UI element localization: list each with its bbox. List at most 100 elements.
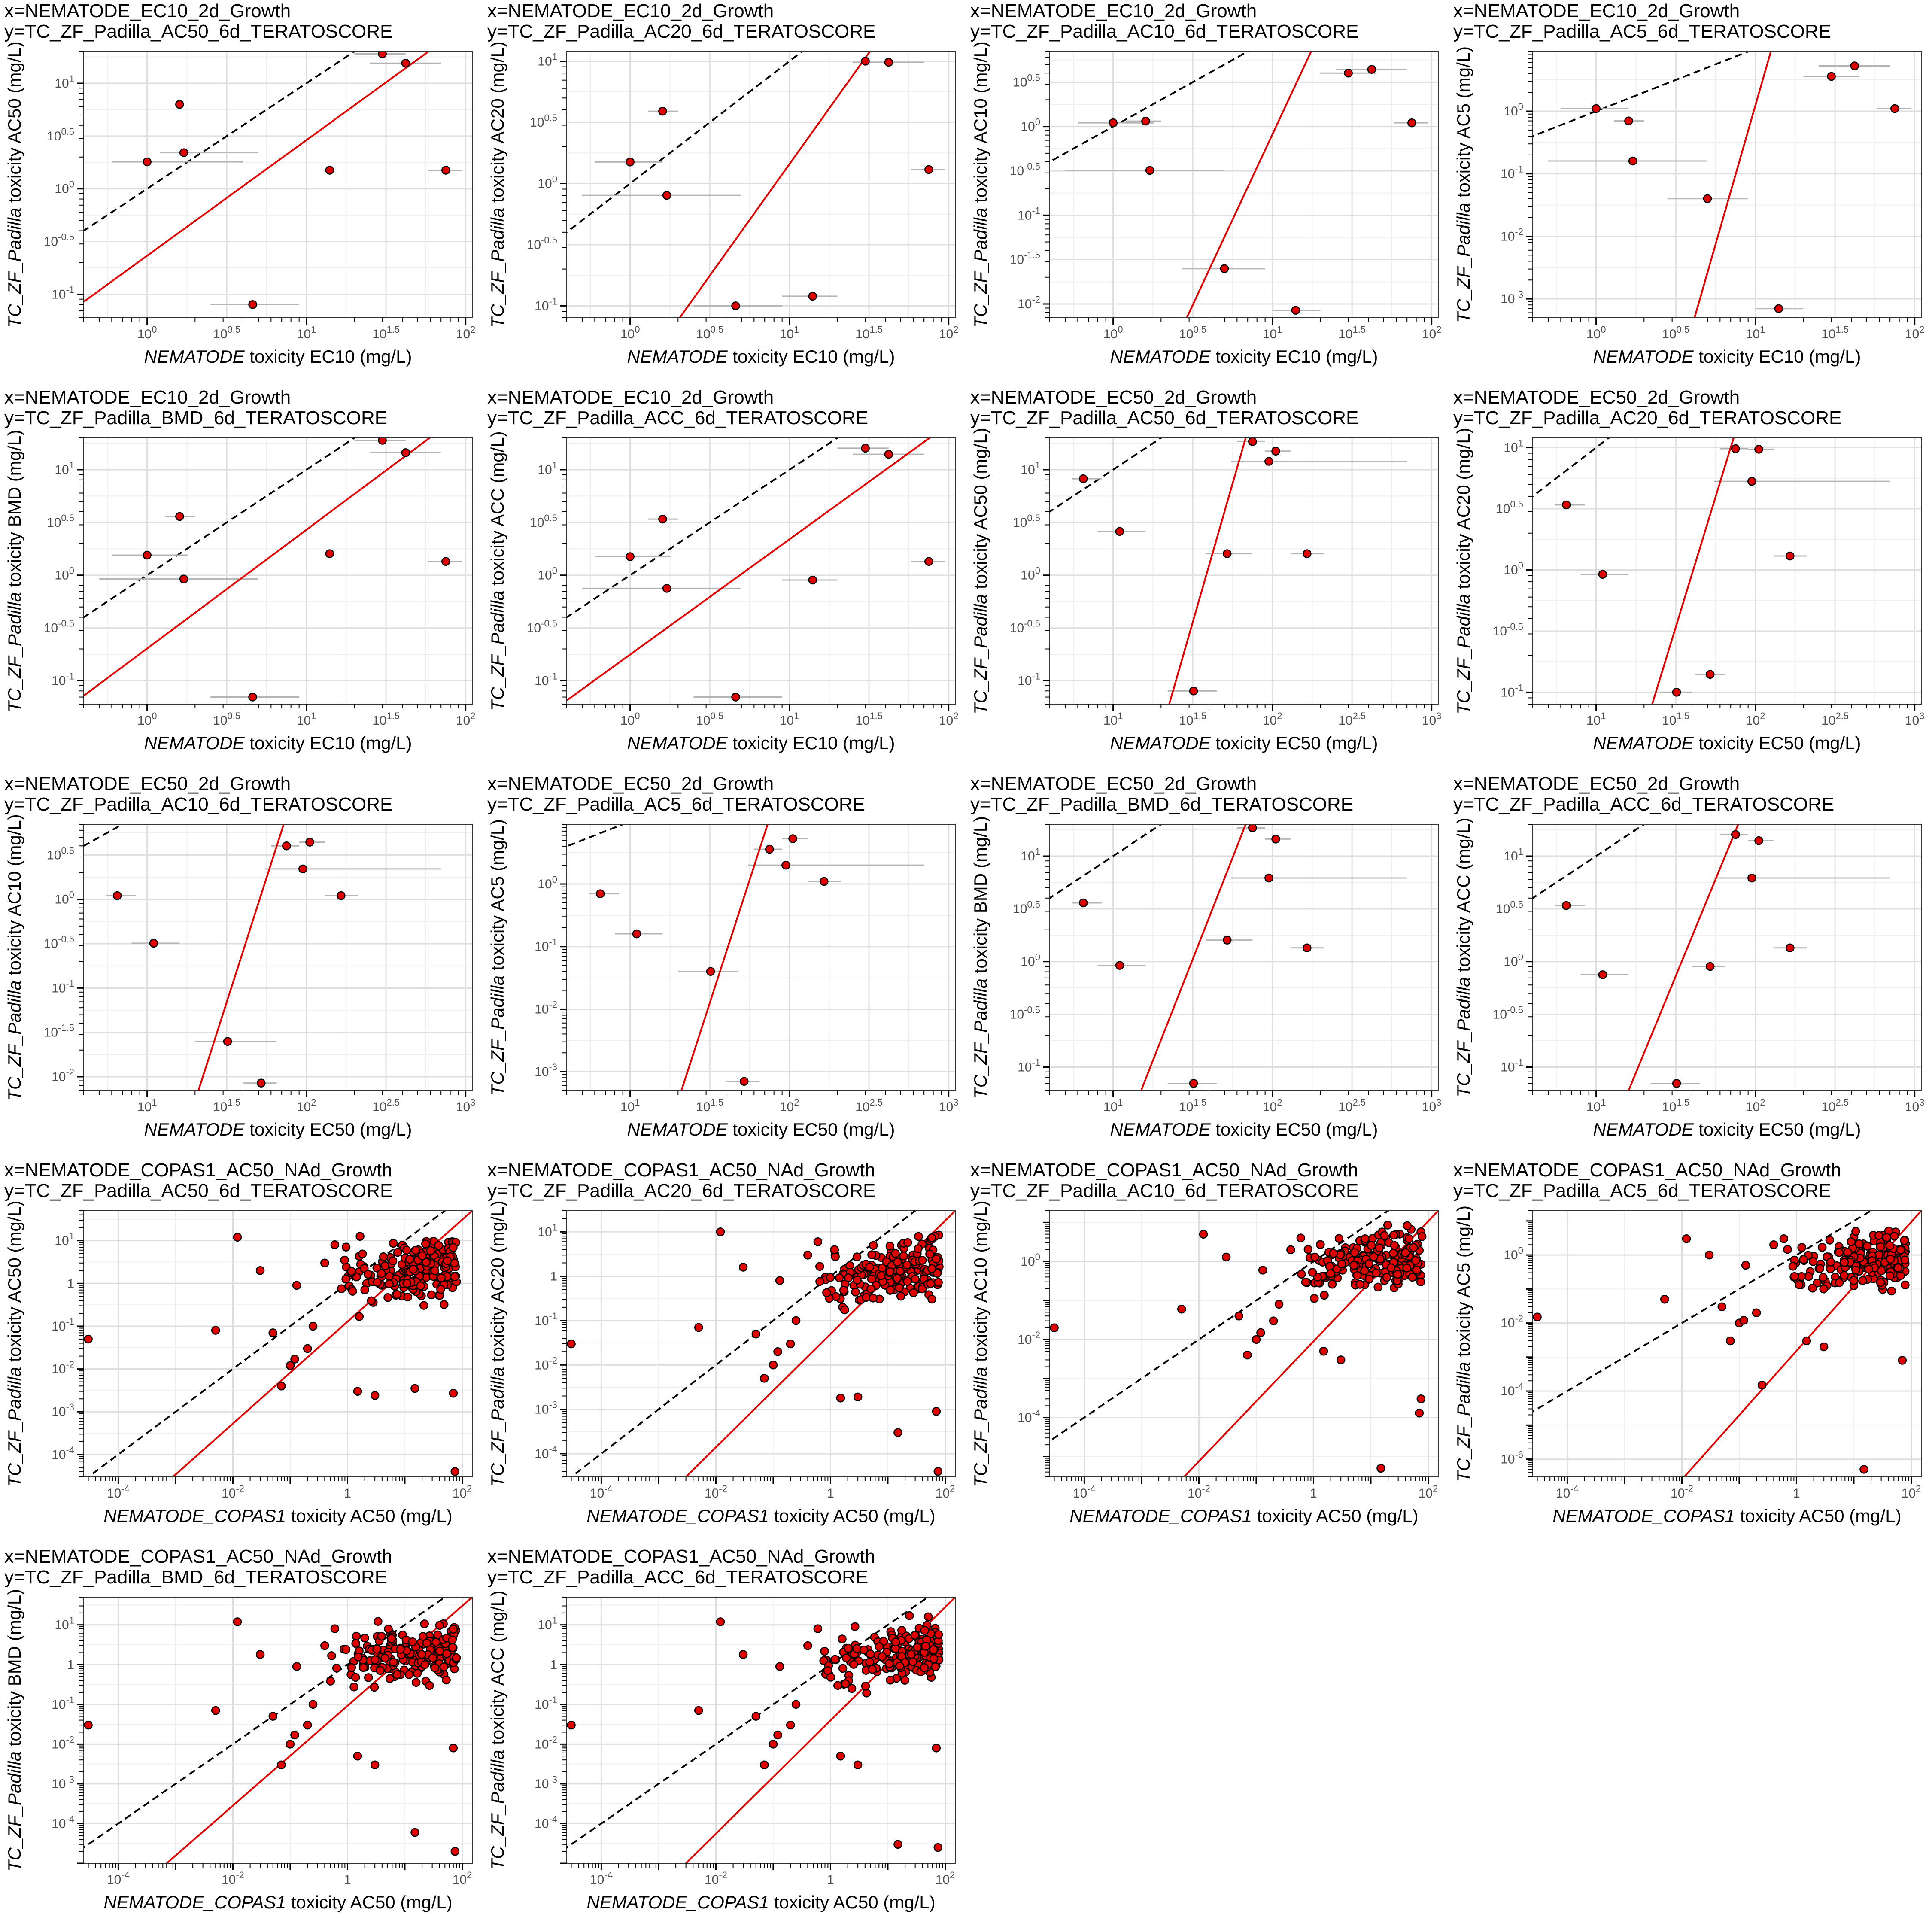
x-tick-label: 1 bbox=[344, 1486, 351, 1501]
data-point bbox=[286, 1361, 295, 1370]
plot-area bbox=[84, 824, 472, 1091]
y-tick-label: 101 bbox=[1504, 438, 1523, 455]
scatter-plot: x=NEMATODE_COPAS1_AC50_NAd_Growthy=TC_ZF… bbox=[487, 1160, 956, 1526]
data-point bbox=[1754, 836, 1763, 845]
data-point bbox=[924, 557, 933, 566]
data-point bbox=[1786, 943, 1795, 952]
panel-border bbox=[566, 437, 956, 705]
data-point bbox=[223, 1037, 232, 1046]
chart-panel: x=NEMATODE_EC50_2d_Growth y=TC_ZF_Padilla… bbox=[483, 773, 966, 1159]
y-tick-label: 1 bbox=[67, 1276, 74, 1291]
data-point bbox=[372, 1645, 381, 1654]
data-point bbox=[327, 1651, 336, 1660]
data-point bbox=[921, 1642, 930, 1651]
data-point bbox=[1628, 156, 1637, 166]
data-point bbox=[1409, 1243, 1418, 1252]
data-point bbox=[1234, 1311, 1243, 1321]
data-point bbox=[803, 1641, 812, 1650]
data-point bbox=[1388, 1249, 1398, 1258]
y-tick-label: 100.5 bbox=[530, 513, 557, 530]
data-point bbox=[378, 438, 387, 445]
data-point bbox=[840, 1305, 849, 1315]
chart-title: x=NEMATODE_COPAS1_AC50_NAd_Growth bbox=[487, 1546, 875, 1567]
x-tick-label: 102 bbox=[456, 711, 476, 728]
data-point bbox=[924, 165, 933, 174]
identity-line bbox=[84, 1597, 447, 1849]
data-point bbox=[1819, 1342, 1829, 1352]
data-point bbox=[632, 929, 641, 939]
data-point bbox=[248, 300, 257, 309]
data-point bbox=[1731, 444, 1740, 453]
data-point bbox=[1386, 1263, 1396, 1273]
scatter-plot: x=NEMATODE_EC50_2d_Growthy=TC_ZF_Padilla… bbox=[1453, 387, 1924, 753]
data-point bbox=[1369, 1252, 1378, 1261]
data-point bbox=[716, 1227, 725, 1236]
data-point bbox=[1141, 116, 1150, 126]
data-point bbox=[378, 52, 387, 58]
data-point bbox=[869, 1294, 878, 1303]
data-point bbox=[1364, 1259, 1374, 1268]
y-axis-label: TC_ZF_Padilla toxicity AC5 (mg/L) bbox=[1453, 46, 1473, 323]
panel-border bbox=[1049, 437, 1439, 705]
x-axis-label: NEMATODE_COPAS1 toxicity AC50 (mg/L) bbox=[103, 1892, 452, 1912]
data-point bbox=[1858, 1276, 1867, 1285]
data-point bbox=[292, 1281, 301, 1290]
chart-title: y=TC_ZF_Padilla_ACC_6d_TERATOSCORE bbox=[487, 407, 868, 428]
data-point bbox=[233, 1617, 242, 1626]
chart-title: x=NEMATODE_COPAS1_AC50_NAd_Growth bbox=[1453, 1160, 1841, 1181]
data-point bbox=[1896, 1271, 1905, 1280]
data-point bbox=[402, 1245, 411, 1255]
axis-ticks: 10-4 10-2 1 102 10-6 10-4 10-2 100 bbox=[1501, 1210, 1921, 1501]
y-tick-label: 101 bbox=[1504, 846, 1523, 863]
data-point bbox=[330, 1240, 340, 1249]
y-tick-label: 100 bbox=[1504, 560, 1523, 577]
data-point bbox=[430, 1663, 439, 1672]
data-point bbox=[1855, 1239, 1864, 1249]
chart-panel: x=NEMATODE_EC10_2d_Growth y=TC_ZF_Padilla… bbox=[0, 0, 483, 386]
y-tick-label: 100.5 bbox=[530, 112, 557, 130]
y-tick-label: 100.5 bbox=[1013, 899, 1040, 916]
data-point bbox=[868, 1665, 877, 1674]
chart-panel: x=NEMATODE_COPAS1_AC50_NAd_Growth y=TC_ZF… bbox=[483, 1546, 966, 1932]
data-point bbox=[1353, 1271, 1362, 1280]
data-point bbox=[891, 1637, 900, 1646]
scatter-plot: x=NEMATODE_EC50_2d_Growthy=TC_ZF_Padilla… bbox=[970, 773, 1441, 1139]
data-point bbox=[1682, 1234, 1691, 1243]
data-point bbox=[402, 1279, 411, 1288]
x-tick-label: 100 bbox=[1103, 324, 1123, 341]
panel-border bbox=[83, 1210, 473, 1477]
data-point bbox=[1874, 1231, 1883, 1240]
chart-panel: x=NEMATODE_EC50_2d_Growth y=TC_ZF_Padilla… bbox=[0, 773, 483, 1159]
data-point bbox=[694, 1706, 703, 1715]
y-tick-label: 10-1.5 bbox=[44, 1023, 74, 1040]
data-point bbox=[1818, 1242, 1827, 1252]
y-tick-label: 101 bbox=[538, 1615, 557, 1632]
data-point bbox=[706, 967, 715, 976]
data-point bbox=[1360, 1266, 1369, 1276]
x-tick-label: 101.5 bbox=[372, 324, 400, 341]
data-point bbox=[869, 1241, 878, 1250]
data-point bbox=[112, 891, 122, 900]
data-point bbox=[1826, 1258, 1835, 1267]
data-point bbox=[1731, 830, 1740, 839]
data-point bbox=[891, 1249, 900, 1258]
data-point bbox=[416, 1281, 425, 1291]
data-point bbox=[1372, 1268, 1381, 1278]
x-tick-label: 102.5 bbox=[1821, 711, 1849, 728]
chart-title: y=TC_ZF_Padilla_AC10_6d_TERATOSCORE bbox=[970, 21, 1358, 42]
data-point bbox=[866, 1284, 875, 1294]
y-axis-label: TC_ZF_Padilla toxicity AC5 (mg/L) bbox=[487, 819, 507, 1096]
y-tick-label: 100 bbox=[55, 179, 74, 196]
scatter-plot: x=NEMATODE_EC50_2d_Growthy=TC_ZF_Padilla… bbox=[1453, 773, 1924, 1139]
data-point bbox=[849, 1660, 858, 1669]
x-tick-label: 1 bbox=[827, 1873, 834, 1887]
data-point bbox=[933, 1269, 942, 1278]
y-tick-label: 10-1 bbox=[535, 937, 557, 954]
data-point bbox=[337, 891, 346, 900]
y-tick-label: 10-4 bbox=[535, 1444, 557, 1461]
y-tick-label: 10-0.5 bbox=[1493, 621, 1523, 638]
data-point bbox=[1533, 1312, 1542, 1321]
data-point bbox=[449, 1625, 458, 1634]
plot-background bbox=[1533, 52, 1921, 318]
